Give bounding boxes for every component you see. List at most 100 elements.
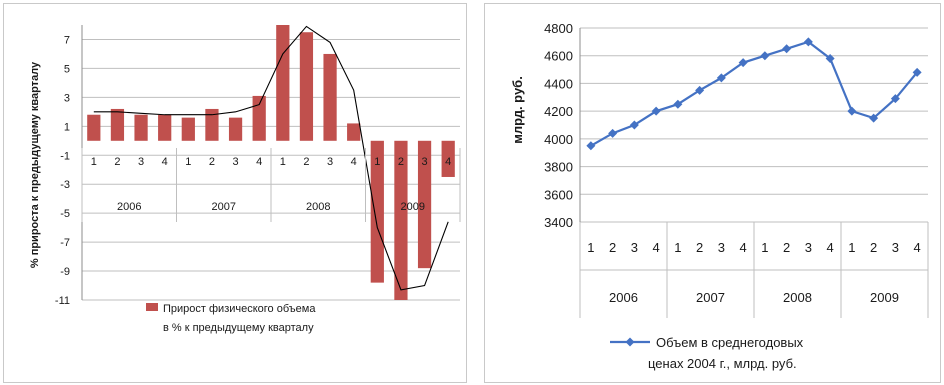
data-point <box>716 73 726 83</box>
legend-label-line1: Объем в среднегодовых <box>656 335 804 350</box>
right-chart-frame <box>484 3 941 383</box>
y-tick-label: 5 <box>64 63 70 75</box>
x-year-label: 2007 <box>696 290 725 305</box>
data-point <box>629 120 639 130</box>
left-chart-frame <box>3 3 467 383</box>
x-year-label: 2008 <box>306 201 330 213</box>
series-line <box>590 40 918 147</box>
y-tick-label: 7 <box>64 34 70 46</box>
x-quarter-label: 3 <box>631 240 638 255</box>
legend-label-line2: ценах 2004 г., млрд. руб. <box>648 356 797 371</box>
x-quarter-label: 2 <box>398 156 404 168</box>
x-quarter-label: 4 <box>827 240 834 255</box>
data-point <box>738 58 748 68</box>
y-tick-label: 3600 <box>544 187 573 202</box>
right-chart-panel: 4800 4600 4400 4200 4000 3800 3600 3400 млрд. ру… <box>478 0 944 385</box>
bar <box>110 108 125 141</box>
x-quarter-label: 1 <box>674 240 681 255</box>
bar <box>205 108 219 141</box>
x-year-label: 2006 <box>117 201 141 213</box>
bar <box>228 117 243 141</box>
x-year-label: 2009 <box>401 201 425 213</box>
y-tick-label: -7 <box>60 237 70 249</box>
x-quarter-label: 4 <box>914 240 921 255</box>
x-quarter-label: 1 <box>761 240 768 255</box>
x-quarter-label: 4 <box>740 240 747 255</box>
data-point <box>912 67 922 77</box>
bar <box>87 114 101 141</box>
bar <box>441 140 455 177</box>
data-point <box>782 44 792 54</box>
y-tick-label: -9 <box>60 266 70 278</box>
x-quarter-label: 2 <box>783 240 790 255</box>
x-quarter-label: 4 <box>162 156 168 168</box>
data-point <box>825 53 835 63</box>
x-quarter-label: 1 <box>91 156 97 168</box>
y-tick-label: -11 <box>55 295 70 307</box>
y-tick-label: -1 <box>60 150 70 162</box>
left-chart-svg: 7 5 3 1 -1 -3 -5 -7 -9 -11 % прироста к предыдущем… <box>29 25 461 334</box>
x-quarter-label: 3 <box>233 156 239 168</box>
x-quarter-label: 2 <box>209 156 215 168</box>
x-quarter-label: 1 <box>374 156 380 168</box>
data-point <box>869 113 879 123</box>
data-point <box>651 106 661 116</box>
x-year-label: 2007 <box>212 201 236 213</box>
y-tick-label: 3400 <box>544 215 573 230</box>
x-quarter-label: 3 <box>138 156 144 168</box>
bar <box>417 140 432 269</box>
y-tick-label: 1 <box>64 121 70 133</box>
y-tick-label: -5 <box>60 208 70 220</box>
data-point <box>803 37 813 47</box>
bar <box>276 25 290 141</box>
bar <box>158 114 172 141</box>
x-quarter-label: 4 <box>653 240 660 255</box>
bar <box>323 53 337 141</box>
legend-label-line2: в % к предыдущему кварталу <box>163 322 314 334</box>
x-quarter-label: 2 <box>303 156 309 168</box>
data-point <box>695 85 705 95</box>
x-quarter-label: 1 <box>848 240 855 255</box>
y-tick-label: 4000 <box>544 132 573 147</box>
x-quarter-label: 3 <box>718 240 725 255</box>
y-axis-title: млрд. руб. <box>510 76 525 144</box>
x-year-label: 2009 <box>870 290 899 305</box>
legend-marker <box>625 337 635 347</box>
bar <box>347 123 361 141</box>
x-quarter-label: 4 <box>351 156 357 168</box>
trend-line <box>93 25 449 291</box>
y-tick-label: 3800 <box>544 160 573 175</box>
x-quarter-label: 1 <box>587 240 594 255</box>
x-quarter-label: 4 <box>445 156 451 168</box>
bar <box>370 140 384 283</box>
x-quarter-label: 1 <box>280 156 286 168</box>
x-year-label: 2008 <box>783 290 812 305</box>
y-tick-label: -3 <box>60 179 70 191</box>
x-year-label: 2006 <box>609 290 638 305</box>
left-chart-panel: 7 5 3 1 -1 -3 -5 -7 -9 -11 % прироста к предыдущем… <box>0 0 470 385</box>
data-point <box>890 94 900 104</box>
bar <box>299 32 314 141</box>
legend-label-line1: Прирост физического объема <box>163 303 316 315</box>
data-point <box>847 106 857 116</box>
data-point <box>673 99 683 109</box>
y-tick-label: 4200 <box>544 104 573 119</box>
y-tick-label: 3 <box>64 92 70 104</box>
data-point <box>608 128 618 138</box>
data-point <box>760 51 770 61</box>
y-axis-title: % прироста к предыдущему кварталу <box>29 61 41 268</box>
x-quarter-label: 3 <box>805 240 812 255</box>
y-tick-label: 4600 <box>544 49 573 64</box>
x-quarter-label: 3 <box>892 240 899 255</box>
y-tick-label: 4400 <box>544 76 573 91</box>
bar <box>134 114 148 141</box>
x-quarter-label: 2 <box>870 240 877 255</box>
x-quarter-label: 1 <box>185 156 191 168</box>
bar <box>181 117 195 141</box>
x-quarter-label: 2 <box>609 240 616 255</box>
bar <box>252 95 266 141</box>
x-quarter-label: 3 <box>327 156 333 168</box>
legend-swatch <box>146 303 158 311</box>
x-quarter-label: 4 <box>256 156 262 168</box>
x-quarter-label: 3 <box>422 156 428 168</box>
